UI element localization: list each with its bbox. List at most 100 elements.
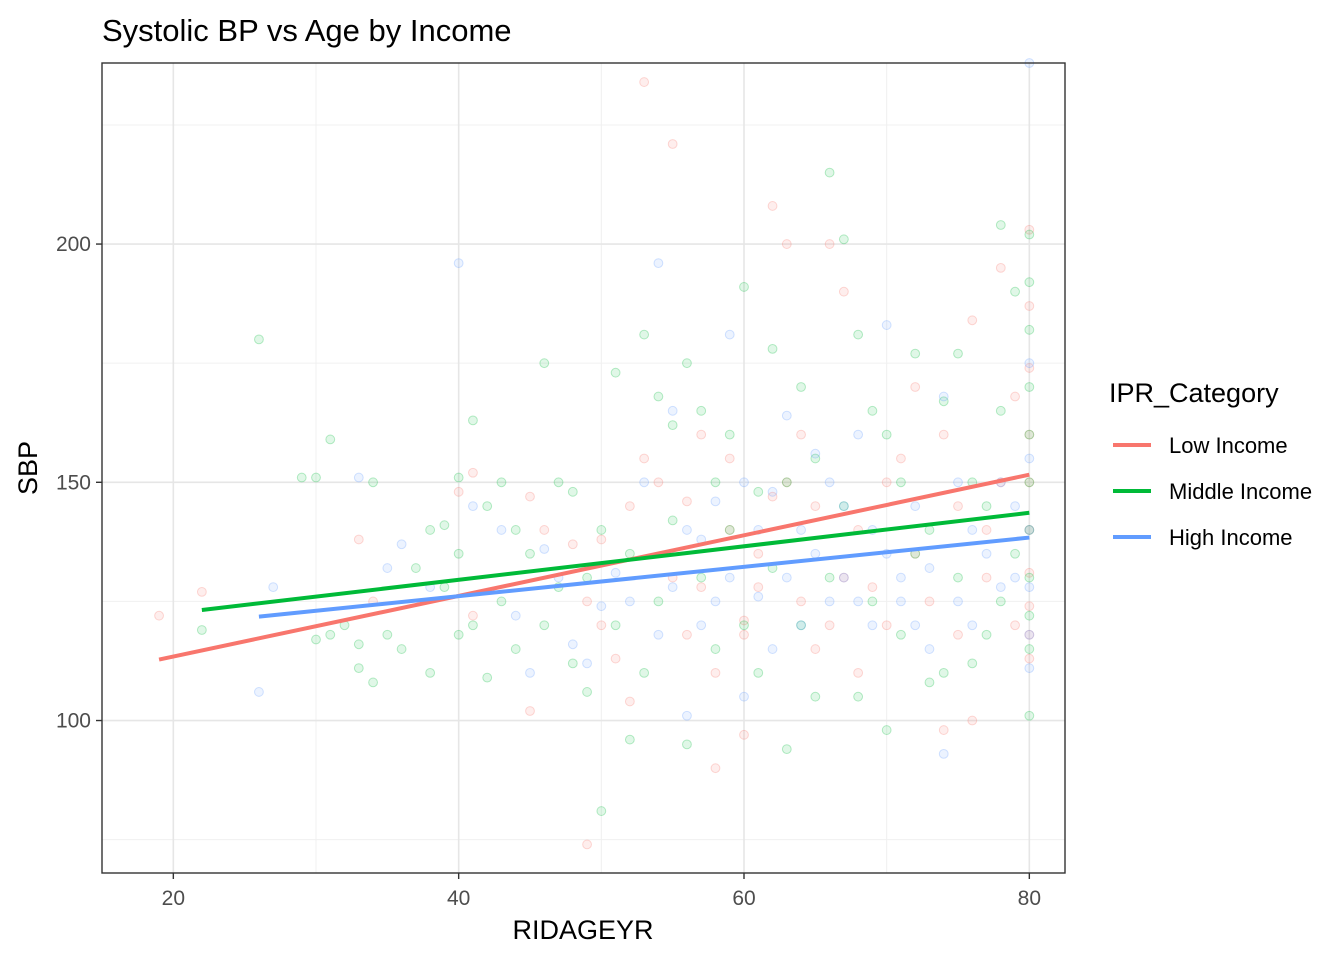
- data-point: [781, 477, 792, 488]
- data-point: [696, 582, 707, 593]
- data-point: [410, 563, 421, 573]
- plot-panel: [102, 63, 1065, 873]
- data-point: [767, 486, 778, 497]
- data-point: [924, 644, 935, 654]
- data-point: [453, 486, 464, 497]
- data-point: [938, 391, 949, 402]
- data-point: [368, 477, 378, 488]
- major-grid: [102, 63, 1065, 873]
- data-point: [824, 596, 835, 607]
- data-point: [853, 429, 864, 440]
- data-point: [867, 405, 878, 416]
- data-point: [1024, 629, 1035, 640]
- data-point: [710, 477, 721, 488]
- data-point: [610, 567, 621, 578]
- data-point: [453, 472, 464, 483]
- data-point: [539, 620, 550, 631]
- data-point: [353, 639, 364, 650]
- data-point: [453, 548, 464, 559]
- data-point: [510, 525, 521, 535]
- data-point: [724, 525, 735, 535]
- data-point: [196, 586, 207, 597]
- data-point: [254, 687, 264, 697]
- data-point: [753, 486, 764, 497]
- data-point: [653, 391, 664, 402]
- data-point: [596, 601, 607, 612]
- data-point: [1024, 429, 1035, 440]
- data-point: [624, 596, 635, 607]
- data-point: [1010, 286, 1020, 297]
- data-point: [810, 448, 821, 459]
- data-point: [938, 667, 949, 678]
- data-point: [724, 453, 735, 464]
- data-point: [1024, 453, 1035, 464]
- y-axis-label: SBP: [13, 441, 43, 495]
- data-point: [781, 572, 792, 583]
- data-point: [1024, 477, 1035, 488]
- data-point: [824, 167, 835, 178]
- data-point: [881, 620, 892, 631]
- data-point: [439, 582, 450, 593]
- data-point: [582, 596, 592, 607]
- data-point: [739, 615, 749, 626]
- scatter-points: [154, 58, 1035, 850]
- data-point: [254, 334, 264, 345]
- data-point: [896, 477, 906, 488]
- legend-entry: Middle Income: [1169, 479, 1312, 504]
- trend-line: [158, 472, 1030, 662]
- data-point: [610, 367, 621, 378]
- data-point: [1024, 382, 1035, 392]
- data-point: [539, 544, 550, 554]
- data-point: [853, 329, 864, 340]
- data-point: [682, 739, 692, 750]
- data-point: [296, 472, 307, 483]
- data-point: [639, 667, 650, 678]
- data-point: [995, 220, 1006, 230]
- data-point: [353, 534, 364, 545]
- x-tick-label: 80: [1018, 887, 1041, 910]
- data-point: [1024, 429, 1035, 440]
- data-point: [739, 477, 749, 488]
- data-point: [867, 620, 878, 631]
- data-point: [724, 329, 735, 340]
- data-point: [781, 477, 792, 488]
- data-point: [924, 563, 935, 573]
- data-point: [639, 477, 650, 488]
- data-point: [1024, 229, 1035, 240]
- x-tick-label: 20: [162, 887, 185, 910]
- data-point: [468, 610, 478, 621]
- data-point: [610, 653, 621, 664]
- data-point: [1024, 663, 1035, 674]
- data-point: [596, 534, 607, 545]
- data-point: [525, 548, 535, 559]
- data-point: [582, 687, 592, 697]
- data-point: [682, 629, 692, 640]
- data-point: [667, 582, 678, 593]
- data-point: [539, 525, 550, 535]
- data-point: [1024, 358, 1035, 369]
- data-point: [967, 658, 978, 669]
- data-point: [896, 629, 906, 640]
- data-point: [953, 501, 963, 512]
- data-point: [995, 405, 1006, 416]
- data-point: [510, 644, 521, 654]
- data-point: [853, 691, 864, 702]
- data-point: [767, 201, 778, 211]
- data-point: [667, 405, 678, 416]
- data-point: [510, 610, 521, 621]
- data-point: [1024, 224, 1035, 235]
- x-axis: 20 40 60 80: [162, 873, 1041, 910]
- legend-title: IPR_Category: [1109, 378, 1279, 408]
- data-point: [496, 596, 507, 607]
- data-point: [796, 429, 806, 440]
- data-point: [896, 596, 906, 607]
- data-point: [1024, 525, 1035, 535]
- data-point: [881, 429, 892, 440]
- data-point: [710, 667, 721, 678]
- data-point: [810, 691, 821, 702]
- data-point: [981, 501, 992, 512]
- data-point: [396, 644, 407, 654]
- data-point: [824, 477, 835, 488]
- data-point: [567, 486, 578, 497]
